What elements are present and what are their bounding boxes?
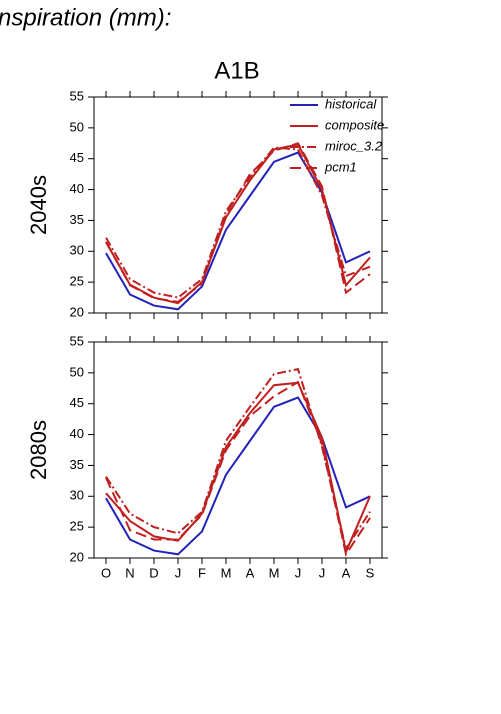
y-tick-label: 55 [70, 333, 84, 348]
series-line [105, 151, 371, 311]
series-line [105, 396, 371, 556]
x-tick-label: A [246, 565, 255, 580]
y-axis-label: 2080s [26, 420, 51, 480]
y-tick-label: 45 [70, 395, 84, 410]
plot-frame [93, 341, 383, 559]
x-tick-label: F [198, 565, 206, 580]
series-line [105, 381, 371, 556]
y-tick-label: 40 [70, 426, 84, 441]
x-tick-label: S [366, 565, 375, 580]
y-tick-label: 50 [70, 119, 84, 134]
x-tick-label: O [101, 565, 111, 580]
page-title: nspiration (mm): [0, 4, 171, 31]
x-tick-label: J [319, 565, 326, 580]
x-tick-label: M [269, 565, 280, 580]
series-line [105, 380, 371, 557]
y-tick-label: 30 [70, 243, 84, 258]
x-tick-label: J [295, 565, 302, 580]
y-tick-label: 25 [70, 274, 84, 289]
x-tick-label: A [342, 565, 351, 580]
y-tick-label: 35 [70, 212, 84, 227]
y-tick-label: 35 [70, 457, 84, 472]
y-tick-label: 55 [70, 88, 84, 103]
series-line [105, 142, 371, 303]
y-tick-label: 45 [70, 150, 84, 165]
legend-label: pcm1 [324, 159, 357, 174]
y-tick-label: 40 [70, 181, 84, 196]
y-tick-label: 50 [70, 364, 84, 379]
legend-label: historical [325, 96, 377, 111]
legend-label: miroc_3.2 [325, 138, 383, 153]
y-axis-label: 2040s [26, 175, 51, 235]
y-tick-label: 25 [70, 519, 84, 534]
y-tick-label: 20 [70, 549, 84, 564]
x-tick-label: D [149, 565, 158, 580]
y-tick-label: 30 [70, 488, 84, 503]
x-tick-label: J [175, 565, 182, 580]
x-tick-label: M [221, 565, 232, 580]
plot-frame [93, 96, 383, 314]
y-tick-label: 20 [70, 304, 84, 319]
scenario-title: A1B [214, 57, 259, 84]
x-tick-label: N [125, 565, 134, 580]
series-line [105, 367, 371, 552]
legend-label: composite [325, 117, 384, 132]
